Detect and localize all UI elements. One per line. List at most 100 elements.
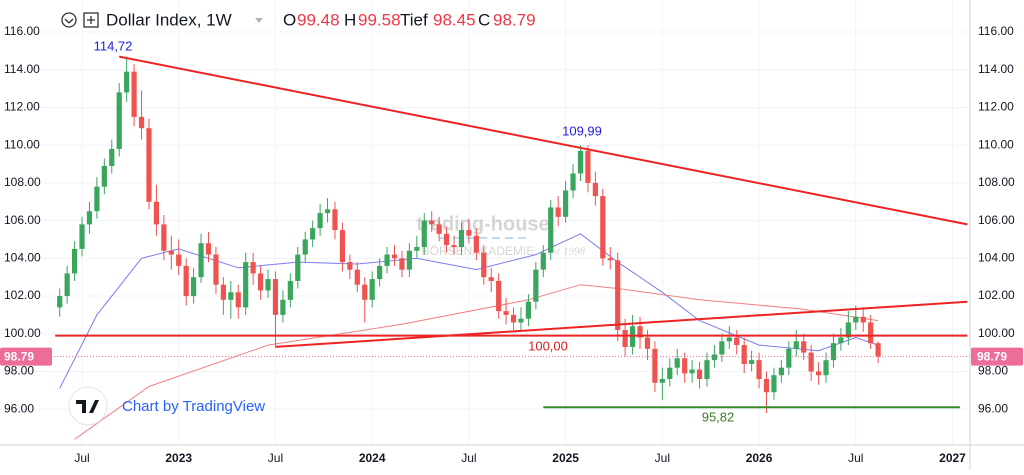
candle-body: [213, 254, 219, 285]
candle-body: [868, 322, 874, 344]
x-tick-label: Jul: [74, 451, 89, 465]
candle-body: [138, 116, 145, 129]
candle-body: [823, 360, 829, 376]
annotation: 109,99: [562, 123, 602, 138]
price-tag-label: 98.79: [977, 350, 1007, 364]
open-label: O: [283, 10, 296, 29]
y-tick-label-left: 114.00: [4, 62, 40, 76]
candle-body: [548, 207, 554, 253]
annotation: 95,82: [702, 409, 735, 424]
candle-body: [667, 367, 673, 380]
credit[interactable]: Chart by TradingView: [68, 386, 265, 426]
candle-body: [265, 279, 271, 291]
candle-body: [756, 360, 762, 380]
candle-body: [838, 337, 844, 344]
x-tick-label: 2024: [359, 451, 386, 465]
candle-body: [473, 235, 479, 253]
candle-body: [131, 71, 137, 117]
annotation: 114,72: [94, 38, 133, 53]
y-tick-label-left: 110.00: [4, 137, 40, 151]
y-tick-label-right: 110.00: [978, 137, 1014, 151]
candle-body: [503, 311, 509, 315]
y-tick-label-right: 102.00: [978, 288, 1015, 302]
candle-body: [421, 220, 427, 248]
candle-body: [280, 299, 286, 315]
candle-body: [592, 182, 598, 197]
candle-body: [525, 301, 532, 319]
y-tick-label-right: 104.00: [978, 250, 1015, 264]
plot: [0, 55, 970, 440]
candle-body: [109, 148, 115, 166]
candle-body: [496, 280, 502, 312]
candle-body: [741, 345, 747, 364]
candle-body: [763, 379, 770, 393]
candle-body: [540, 252, 546, 270]
y-tick-label-right: 106.00: [978, 213, 1015, 227]
y-tick-label-left: 100.00: [4, 326, 41, 340]
candle-body: [830, 343, 837, 361]
candle-body: [86, 211, 93, 225]
watermark: trading-house BÖRSENAKADEMIE est 1998: [416, 213, 585, 258]
candle-body: [808, 352, 814, 372]
candle-body: [347, 262, 353, 270]
y-tick-label-right: 96.00: [978, 401, 1008, 415]
candle-body: [414, 247, 420, 251]
candle-body: [488, 277, 494, 281]
add-icon[interactable]: [83, 12, 99, 28]
collapse-icon-mark: [64, 18, 70, 24]
candle-body: [711, 354, 718, 361]
candle-body: [637, 326, 643, 338]
candle-body: [875, 343, 881, 357]
candle-body: [228, 292, 234, 300]
credit-text[interactable]: Chart by TradingView: [122, 398, 265, 415]
candle-body: [704, 360, 710, 380]
tv-logo-bg: [68, 386, 108, 426]
candle-body: [362, 284, 368, 300]
y-tick-label-left: 104.00: [4, 250, 41, 264]
y-tick-label-left: 102.00: [4, 288, 41, 302]
low-label: Tief: [400, 10, 428, 29]
candle-body: [436, 224, 442, 234]
candle-body: [793, 341, 799, 349]
dropdown-arrow[interactable]: [255, 18, 263, 23]
y-tick-label-left: 106.00: [4, 213, 41, 227]
y-tick-label-left: 98.00: [4, 364, 34, 378]
candle-body: [183, 265, 189, 297]
x-tick-label: 2026: [746, 451, 773, 465]
x-tick-label: 2025: [552, 451, 579, 465]
candle-body: [815, 371, 822, 376]
candle-body: [615, 260, 621, 330]
y-tick-label-left: 108.00: [4, 175, 41, 189]
y-tick-label-left: 116.00: [4, 24, 40, 38]
candle-body: [696, 369, 703, 380]
candle-body: [205, 243, 212, 255]
candle-body: [786, 348, 792, 368]
candle-body: [243, 262, 249, 308]
candle-body: [257, 273, 264, 291]
symbol-title[interactable]: Dollar Index, 1W: [106, 10, 232, 29]
candle-body: [734, 337, 740, 346]
collapse-icon[interactable]: [61, 12, 77, 28]
candle-body: [369, 279, 375, 300]
candle-body: [585, 150, 591, 183]
annotation: 100,00: [528, 338, 568, 353]
candle-body: [429, 220, 435, 225]
y-tick-label-right: 116.00: [978, 24, 1014, 38]
candle-body: [533, 269, 539, 302]
x-tick-label: Jul: [268, 451, 283, 465]
candle-body: [324, 209, 331, 214]
candle-body: [682, 358, 688, 374]
candle-body: [176, 254, 182, 266]
candle-body: [198, 243, 204, 278]
x-tick-label: Jul: [848, 451, 863, 465]
candle-body: [466, 230, 472, 236]
close-label: C: [478, 10, 490, 29]
candle-body: [719, 341, 725, 355]
candle-body: [153, 201, 160, 225]
candle-body: [577, 150, 584, 174]
low-value: 98.45: [433, 10, 476, 29]
candle-body: [191, 277, 197, 297]
candle-body: [391, 254, 398, 259]
